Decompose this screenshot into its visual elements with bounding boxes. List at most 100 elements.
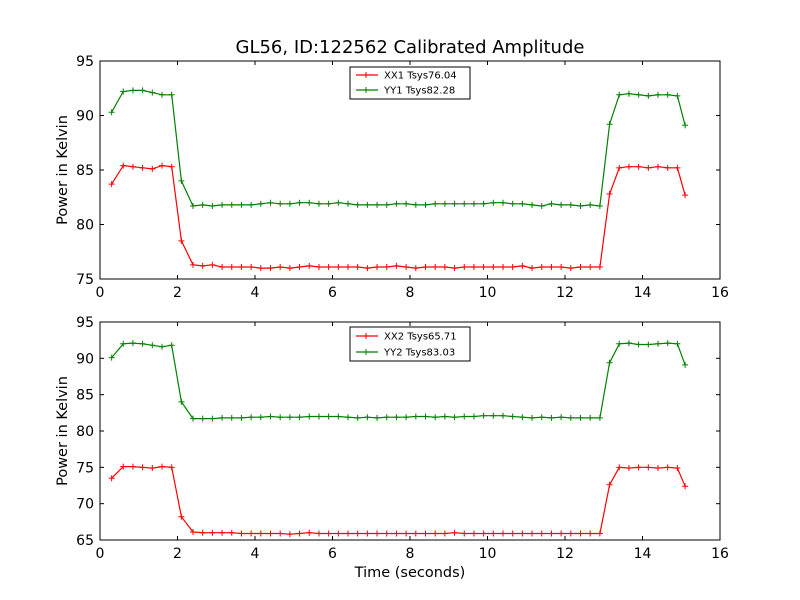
data-point-yy2 (587, 414, 594, 421)
data-point-yy1 (178, 177, 185, 184)
data-point-xx2 (286, 531, 293, 538)
data-point-xx1 (548, 264, 555, 271)
data-point-yy1 (325, 200, 332, 207)
data-point-xx1 (345, 264, 351, 271)
x-tick-label: 6 (328, 546, 337, 562)
data-point-xx2 (519, 530, 526, 537)
legend-entry-xx1: XX1 Tsys76.04 (356, 71, 457, 82)
data-point-xx1 (296, 264, 303, 271)
data-point-xx2 (315, 530, 322, 537)
data-point-yy2 (354, 414, 361, 421)
x-tick-label: 8 (406, 546, 415, 562)
legend-marker-yy2 (363, 349, 369, 355)
data-point-yy1 (441, 200, 448, 207)
data-point-yy1 (139, 87, 146, 94)
data-point-xx2 (325, 530, 332, 537)
data-point-xx2 (178, 513, 185, 520)
data-point-xx2 (383, 530, 390, 537)
data-point-xx2 (674, 465, 681, 472)
legend-marker-xx1 (363, 72, 369, 78)
x-tick-label: 4 (251, 285, 260, 301)
data-point-yy2 (606, 359, 613, 366)
data-point-yy1 (558, 201, 565, 208)
data-point-yy1 (108, 109, 115, 116)
data-point-xx2 (335, 530, 342, 537)
data-point-xx1 (286, 265, 293, 272)
data-point-yy1 (422, 201, 429, 208)
data-point-xx1 (490, 264, 497, 271)
data-point-yy1 (519, 200, 526, 207)
data-point-yy2 (682, 361, 689, 368)
data-point-xx2 (509, 530, 516, 537)
x-tick-label: 16 (711, 546, 729, 562)
y-tick-label: 95 (76, 315, 94, 331)
data-point-yy1 (403, 200, 410, 207)
data-point-yy1 (461, 200, 468, 207)
data-point-yy2 (345, 414, 351, 421)
data-point-yy1 (306, 199, 313, 206)
data-point-xx2 (480, 530, 487, 537)
data-point-yy2 (616, 340, 623, 347)
data-point-yy2 (325, 413, 332, 420)
data-point-xx1 (190, 261, 196, 268)
series-line-xx2 (111, 465, 686, 535)
series-line-yy1 (111, 89, 686, 207)
data-point-xx1 (606, 190, 613, 197)
data-point-yy1 (383, 201, 390, 208)
data-point-yy2 (490, 412, 497, 419)
data-point-yy1 (674, 92, 681, 99)
data-point-xx2 (403, 530, 410, 537)
data-point-yy1 (451, 200, 458, 207)
data-point-xx1 (596, 264, 603, 271)
plot-top-ticks: 0 2 4 6 8 10 12 14 16 75 80 85 90 95 (76, 54, 729, 301)
data-point-yy2 (441, 413, 448, 420)
data-point-xx1 (625, 163, 632, 170)
data-point-yy1 (168, 91, 175, 98)
data-point-yy1 (625, 90, 632, 97)
x-tick-label: 4 (251, 546, 260, 562)
data-point-xx2 (267, 530, 274, 537)
data-point-yy2 (178, 398, 185, 405)
data-point-xx2 (470, 530, 477, 537)
y-tick-label: 80 (76, 218, 94, 234)
data-point-yy2 (248, 414, 255, 421)
data-point-xx1 (645, 164, 652, 171)
data-point-yy1 (393, 200, 400, 207)
data-point-yy2 (168, 342, 175, 349)
data-point-xx2 (655, 465, 661, 472)
data-point-xx2 (577, 530, 584, 537)
data-point-yy2 (149, 342, 156, 349)
data-point-xx2 (345, 530, 351, 537)
data-point-xx1 (538, 264, 545, 271)
data-point-yy1 (509, 200, 516, 207)
x-tick-label: 14 (634, 285, 652, 301)
legend-label-xx2: XX2 Tsys65.71 (384, 332, 457, 343)
data-point-xx2 (500, 530, 506, 537)
legend-label-xx1: XX1 Tsys76.04 (384, 71, 457, 82)
data-point-xx1 (403, 264, 410, 271)
x-tick-label: 12 (556, 546, 574, 562)
x-tick-label: 10 (479, 285, 497, 301)
data-point-yy1 (645, 92, 652, 99)
data-point-yy1 (277, 200, 284, 207)
y-tick-label: 95 (76, 54, 94, 70)
legend-label-yy1: YY1 Tsys82.28 (383, 86, 455, 97)
data-point-xx2 (606, 481, 613, 488)
plot-bottom: 0 2 4 6 8 10 12 14 16 65 70 75 80 85 90 95 Power in Kel… (55, 315, 729, 581)
data-point-yy1 (209, 202, 216, 209)
data-point-yy2 (509, 413, 516, 420)
data-point-xx2 (393, 530, 400, 537)
data-point-xx2 (625, 465, 632, 472)
y-tick-label: 90 (76, 351, 94, 367)
plot-top-legend: XX1 Tsys76.04 YY1 Tsys82.28 (349, 66, 471, 100)
data-point-yy1 (577, 202, 584, 209)
data-point-xx2 (422, 530, 429, 537)
data-point-xx1 (228, 264, 235, 271)
data-point-xx2 (441, 530, 448, 537)
legend-label-yy2: YY2 Tsys83.03 (383, 348, 455, 359)
data-point-xx1 (480, 264, 487, 271)
data-point-yy2 (139, 340, 146, 347)
data-point-xx1 (587, 264, 594, 271)
data-point-xx2 (120, 463, 127, 470)
